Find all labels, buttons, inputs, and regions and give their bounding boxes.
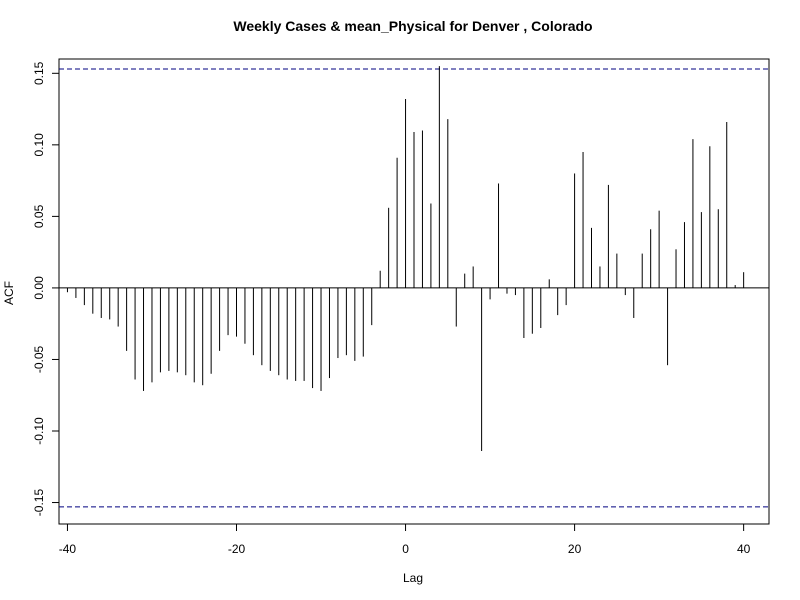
confidence-bounds	[59, 68, 769, 508]
y-tick-label: -0.10	[32, 417, 46, 445]
y-tick-label: 0.15	[32, 61, 46, 85]
x-tick-label: -20	[228, 542, 246, 556]
chart-title: Weekly Cases & mean_Physical for Denver …	[233, 18, 592, 34]
x-axis: -40 -20 0 20 40	[59, 523, 751, 556]
y-axis-label: ACF	[2, 281, 16, 305]
x-tick-label: 40	[737, 542, 751, 556]
y-axis: -0.15 -0.10 -0.05 0.00 0.05 0.10 0.15	[32, 61, 60, 517]
y-tick-label: 0.10	[32, 133, 46, 157]
x-tick-label: 20	[568, 542, 582, 556]
acf-bars	[66, 66, 745, 452]
y-tick-label: 0.05	[32, 204, 46, 228]
x-tick-label: -40	[59, 542, 77, 556]
plot-frame	[58, 58, 770, 525]
y-tick-label: -0.15	[32, 489, 46, 517]
x-axis-label: Lag	[403, 571, 423, 585]
x-tick-label: 0	[402, 542, 409, 556]
y-tick-label: 0.00	[32, 276, 46, 300]
y-tick-label: -0.05	[32, 345, 46, 373]
